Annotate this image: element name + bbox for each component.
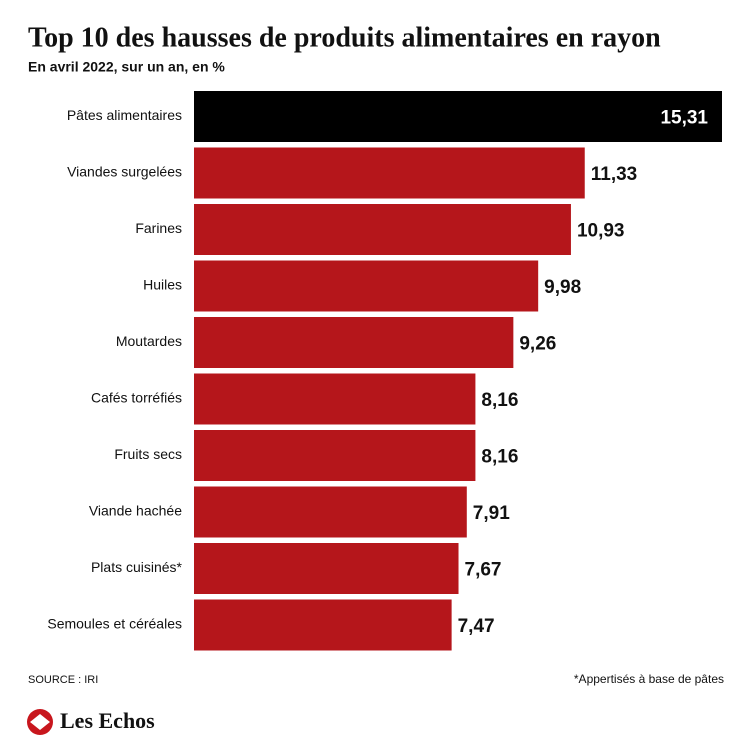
logo: Les Echos xyxy=(27,708,155,735)
category-label: Moutardes xyxy=(116,333,182,349)
chart-subtitle: En avril 2022, sur un an, en % xyxy=(28,59,225,75)
value-label: 7,47 xyxy=(458,616,495,637)
value-label: 7,67 xyxy=(465,560,502,581)
category-label: Pâtes alimentaires xyxy=(67,107,182,123)
bar xyxy=(194,91,722,142)
category-label: Cafés torréfiés xyxy=(91,390,182,406)
value-label: 10,93 xyxy=(577,221,625,242)
category-label: Fruits secs xyxy=(114,446,182,462)
bar xyxy=(194,317,514,368)
category-label: Viandes surgelées xyxy=(67,164,182,180)
value-label: 11,33 xyxy=(591,164,638,185)
bar xyxy=(194,147,585,199)
value-label: 8,16 xyxy=(481,447,518,468)
bar xyxy=(194,373,476,425)
brand: Les Echos xyxy=(60,708,155,733)
value-label: 15,31 xyxy=(660,108,708,129)
bar xyxy=(194,204,571,255)
source: SOURCE : IRI xyxy=(28,674,98,686)
category-label: Viande hachée xyxy=(89,503,182,519)
category-label: Semoules et céréales xyxy=(47,616,182,632)
chart-title: Top 10 des hausses de produits alimentai… xyxy=(28,22,661,53)
value-label: 9,26 xyxy=(519,334,556,355)
value-label: 9,98 xyxy=(544,277,581,298)
logo-icon-mark xyxy=(30,714,50,730)
bar xyxy=(194,599,452,651)
bar xyxy=(194,430,476,481)
bar xyxy=(194,260,539,312)
category-label: Farines xyxy=(135,220,182,236)
bar xyxy=(194,486,467,538)
category-label: Huiles xyxy=(143,277,182,293)
footnote: *Appertisés à base de pâtes xyxy=(574,672,724,686)
value-label: 7,91 xyxy=(473,503,510,524)
value-label: 8,16 xyxy=(481,390,518,411)
category-label: Plats cuisinés* xyxy=(91,559,183,575)
bar xyxy=(194,543,459,594)
